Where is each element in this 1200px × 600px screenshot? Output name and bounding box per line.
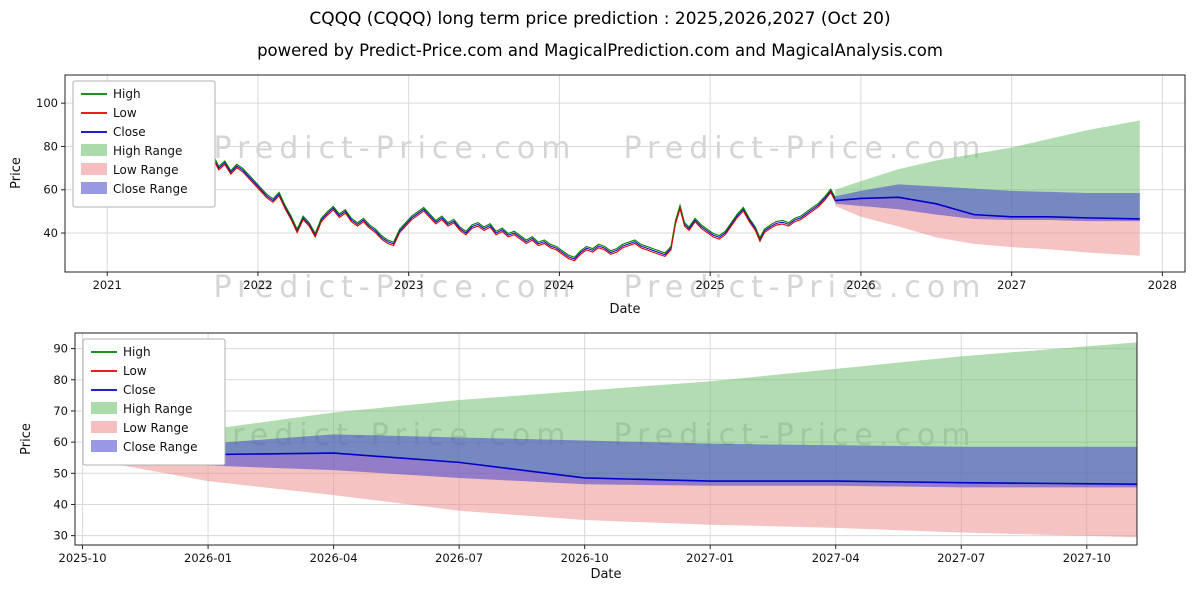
- page-subtitle: powered by Predict-Price.com and Magical…: [257, 41, 943, 60]
- x-tick-label: 2027: [997, 278, 1026, 292]
- y-tick-label: 60: [53, 435, 68, 449]
- legend-label: High: [123, 345, 151, 359]
- close-range-band: [122, 434, 1137, 488]
- page-title: CQQQ (CQQQ) long term price prediction :…: [309, 9, 891, 29]
- x-tick-label: 2023: [394, 278, 423, 292]
- y-tick-label: 100: [36, 96, 58, 110]
- x-tick-label: 2026-01: [184, 551, 232, 565]
- legend-swatch-close_range: [81, 182, 107, 194]
- x-tick-label: 2027-01: [686, 551, 734, 565]
- legend-swatch-low_range: [81, 163, 107, 175]
- y-tick-label: 80: [43, 139, 58, 153]
- legend-label: Low Range: [113, 163, 178, 177]
- x-tick-label: 2026-04: [310, 551, 358, 565]
- bottom-chart-xlabel: Date: [590, 567, 621, 582]
- y-tick-label: 70: [53, 404, 68, 418]
- x-tick-label: 2026-07: [435, 551, 483, 565]
- x-tick-label: 2026: [846, 278, 875, 292]
- close-prediction-line: [835, 196, 1140, 220]
- x-tick-label: 2026-10: [561, 551, 609, 565]
- chart-layers: Predict-Price.com Predict-Price.comPredic…: [36, 74, 1186, 565]
- legend-swatch-high_range: [91, 402, 117, 414]
- legend-label: Close: [113, 125, 146, 139]
- x-tick-label: 2028: [1148, 278, 1177, 292]
- y-tick-label: 90: [53, 342, 68, 356]
- legend-label: Close: [123, 383, 156, 397]
- legend-label: Close Range: [123, 440, 198, 454]
- top-chart-xlabel: Date: [609, 302, 640, 317]
- legend-label: Close Range: [113, 182, 188, 196]
- legend-label: High: [113, 87, 141, 101]
- close-range-band: [835, 184, 1140, 222]
- x-tick-label: 2027-10: [1063, 551, 1111, 565]
- top-chart-frame: [64, 74, 1186, 273]
- legend-swatch-close_range: [91, 440, 117, 452]
- low-range-band: [835, 197, 1140, 256]
- legend-label: High Range: [113, 144, 182, 158]
- x-tick-label: 2022: [243, 278, 272, 292]
- top-chart-ylabel: Price: [9, 157, 24, 189]
- watermark-text: Predict-Price.com: [214, 270, 577, 305]
- legend-label: Low: [123, 364, 147, 378]
- legend-label: High Range: [123, 402, 192, 416]
- y-tick-label: 60: [43, 183, 58, 197]
- watermark-text: Predict-Price.com: [624, 131, 987, 166]
- bottom-chart: Predict-Price.comPredict-Price.com2025-1…: [53, 332, 1138, 565]
- bottom-chart-legend: High Low Close High Range Low Range Close Ran…: [82, 338, 226, 466]
- y-tick-label: 80: [53, 373, 68, 387]
- x-tick-label: 2025: [696, 278, 725, 292]
- top-chart: Predict-Price.com Predict-Price.com Predic…: [36, 74, 1186, 305]
- x-tick-label: 2025-10: [59, 551, 107, 565]
- bottom-chart-frame: [74, 332, 1138, 546]
- bottom-chart-ylabel: Price: [19, 423, 34, 455]
- legend-swatch-high_range: [81, 144, 107, 156]
- y-tick-label: 30: [53, 529, 68, 543]
- y-tick-label: 50: [53, 466, 68, 480]
- legend-label: Low: [113, 106, 137, 120]
- legend-swatch-low_range: [91, 421, 117, 433]
- y-tick-label: 40: [43, 226, 58, 240]
- legend-label: Low Range: [123, 421, 188, 435]
- top-chart-legend: High Low Close High Range Low Range Close Ran…: [72, 80, 216, 208]
- watermark-text: Predict-Price.com: [214, 131, 577, 166]
- x-tick-label: 2027-07: [937, 551, 985, 565]
- low-range-band: [122, 453, 1137, 538]
- x-tick-label: 2024: [545, 278, 574, 292]
- x-tick-label: 2021: [93, 278, 122, 292]
- close-prediction-line: [122, 452, 1138, 486]
- y-tick-label: 40: [53, 497, 68, 511]
- x-tick-label: 2027-04: [812, 551, 860, 565]
- watermark-text: Predict-Price.com: [624, 270, 987, 305]
